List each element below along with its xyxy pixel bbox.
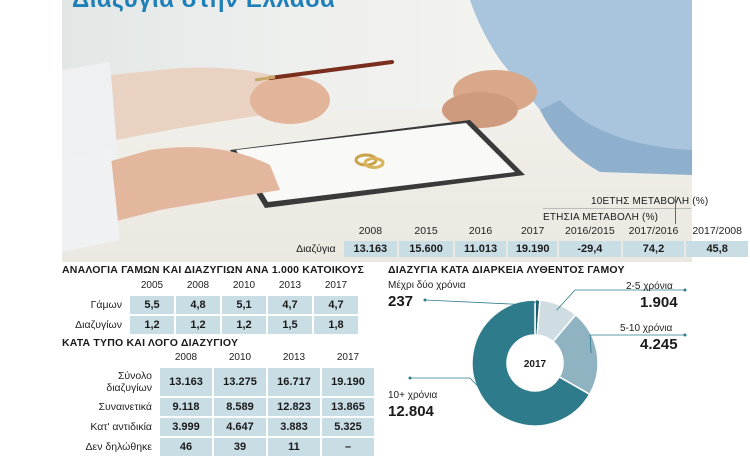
bytype-year: 2017 <box>336 351 360 363</box>
bytype-value: 8.589 <box>214 398 266 416</box>
pie-leader-dot-1 <box>683 288 687 292</box>
ratio-year: 2013 <box>278 279 302 291</box>
pie-label-0: Μέχρι δύο χρόνια <box>388 280 466 291</box>
pie-value-1: 1.904 <box>640 294 678 311</box>
bytype-value: 13.865 <box>322 398 374 416</box>
ratio-year: 2017 <box>324 279 348 291</box>
bytype-value: 39 <box>214 438 266 456</box>
table-row: Διαζυγίων 1,2 1,2 1,2 1,5 1,8 <box>66 316 358 334</box>
ratio-value: 1,2 <box>130 316 174 334</box>
annual-period: 2017/2016 <box>628 225 679 237</box>
pie-value-2: 4.245 <box>640 336 678 353</box>
ratio-value: 4,7 <box>268 296 312 314</box>
bytype-value: 13.163 <box>160 368 212 396</box>
ratio-value: 5,1 <box>222 296 266 314</box>
bytype-row-label: Συναινετικά <box>98 401 153 413</box>
pie-label-3: 10+ χρόνια <box>388 390 438 401</box>
pie-slice-0 <box>534 299 541 336</box>
bytype-value: 16.717 <box>268 368 320 396</box>
table-row: Σύνολο διαζυγίων 13.163 13.275 16.717 19… <box>66 368 374 396</box>
ratio-value: 1,8 <box>314 316 358 334</box>
ratio-value: 1,2 <box>176 316 220 334</box>
annual-change-value: 74,2 <box>622 241 685 257</box>
annual-change-header: ΕΤΗΣΙΑ ΜΕΤΑΒΟΛΗ (%) <box>543 212 659 223</box>
pie-leader-dot-0 <box>423 298 427 302</box>
ratio-value: 1,5 <box>268 316 312 334</box>
pie-label-1: 2-5 χρόνια <box>626 281 673 292</box>
bytype-value: 19.190 <box>322 368 374 396</box>
pie-slice-1 <box>536 299 577 343</box>
bytype-value: 11 <box>268 438 320 456</box>
pie-leader-dot-3 <box>408 376 412 380</box>
summary-year: 2015 <box>414 225 438 237</box>
ratio-title: ΑΝΑΛΟΓΙΑ ΓΑΜΩΝ ΚΑΙ ΔΙΑΖΥΓΙΩΝ ΑΝΑ 1.000 Κ… <box>62 264 364 276</box>
pie-title: ΔΙΑΖΥΓΙΑ ΚΑΤΑ ΔΙΑΡΚΕΙΑ ΛΥΘΕΝΤΟΣ ΓΑΜΟΥ <box>388 264 625 276</box>
header-rule <box>543 208 691 209</box>
bytype-year: 2013 <box>282 351 306 363</box>
background-photo: Διαζύγια στην Ελλάδα <box>0 0 750 262</box>
ratio-value: 5,5 <box>130 296 174 314</box>
pie-label-2: 5-10 χρόνια <box>620 323 673 334</box>
pie-slice-2 <box>552 313 599 396</box>
bytype-row-label: Κατ' αντιδικία <box>90 421 152 433</box>
summary-table: 2008 2015 2016 2017 2016/2015 2017/2016 … <box>278 221 750 259</box>
bytype-value: – <box>322 438 374 456</box>
summary-year: 2008 <box>358 225 383 237</box>
decade-change-header: 10ΕΤΗΣ ΜΕΤΑΒΟΛΗ (%) <box>591 196 709 207</box>
table-row: Γάμων 5,5 4,8 5,1 4,7 4,7 <box>66 296 358 314</box>
decade-connector <box>675 196 676 224</box>
bytype-table: 2008 2010 2013 2017 Σύνολο διαζυγίων 13.… <box>64 346 376 458</box>
bytype-value: 4.647 <box>214 418 266 436</box>
ratio-year: 2005 <box>140 279 164 291</box>
ratio-value: 4,8 <box>176 296 220 314</box>
bytype-value: 46 <box>160 438 212 456</box>
table-row: Συναινετικά 9.118 8.589 12.823 13.865 <box>66 398 374 416</box>
table-row: Κατ' αντιδικία 3.999 4.647 3.883 5.325 <box>66 418 374 436</box>
summary-year: 2016 <box>468 225 493 237</box>
summary-row-label: Διαζύγια <box>296 243 336 255</box>
decade-change-value: 45,8 <box>686 241 748 257</box>
decade-period: 2017/2008 <box>692 225 742 237</box>
bytype-title: ΚΑΤΑ ΤΥΠΟ ΚΑΙ ΛΟΓΟ ΔΙΑΖΥΓΙΟΥ <box>62 337 239 349</box>
bytype-row-label: Σύνολο διαζυγίων <box>106 370 152 394</box>
bytype-value: 13.275 <box>214 368 266 396</box>
bytype-value: 3.883 <box>268 418 320 436</box>
pie-value-3: 12.804 <box>388 403 434 420</box>
table-row: Δεν δηλώθηκε 46 39 11 – <box>66 438 374 456</box>
bytype-value: 9.118 <box>160 398 212 416</box>
ratio-value: 4,7 <box>314 296 358 314</box>
summary-value: 15.600 <box>399 241 453 257</box>
left-margin <box>0 0 62 262</box>
bytype-value: 12.823 <box>268 398 320 416</box>
right-margin <box>692 0 750 430</box>
summary-value: 11.013 <box>454 241 507 257</box>
ratio-row-label: Γάμων <box>90 299 122 311</box>
bytype-year: 2010 <box>228 351 252 363</box>
pie-leader-line-0 <box>424 299 538 306</box>
bytype-value: 3.999 <box>160 418 212 436</box>
ratio-year: 2008 <box>186 279 210 291</box>
annual-period: 2016/2015 <box>565 225 615 237</box>
bytype-value: 5.325 <box>322 418 374 436</box>
bytype-row-label: Δεν δηλώθηκε <box>85 441 152 453</box>
ratio-year: 2010 <box>232 279 256 291</box>
annual-change-value: -29,4 <box>559 241 621 257</box>
summary-year: 2017 <box>520 225 545 237</box>
ratio-table: 2005 2008 2010 2013 2017 Γάμων 5,5 4,8 5… <box>64 274 360 336</box>
headline: Διαζύγια στην Ελλάδα <box>72 0 335 14</box>
pie-value-0: 237 <box>388 293 414 310</box>
ratio-row-label: Διαζυγίων <box>75 319 122 331</box>
summary-value: 13.163 <box>343 241 398 257</box>
pie-leader-dot-2 <box>683 333 687 337</box>
photo-illustration <box>62 0 692 252</box>
bytype-year: 2008 <box>174 351 198 363</box>
pie-center-label: 2017 <box>524 359 547 370</box>
summary-value: 19.190 <box>508 241 558 257</box>
ratio-value: 1,2 <box>222 316 266 334</box>
pie-slice-3 <box>471 299 591 427</box>
